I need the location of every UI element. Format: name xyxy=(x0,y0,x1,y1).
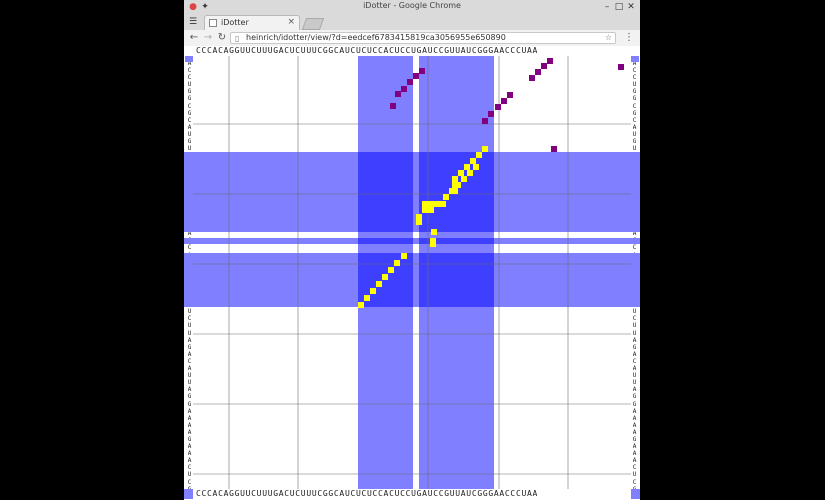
forward-button[interactable]: → xyxy=(203,32,213,43)
match-dot xyxy=(443,194,449,200)
match-dot xyxy=(473,164,479,170)
address-bar[interactable]: ▯ heinrich/idotter/view/?d=eedcef6783415… xyxy=(230,32,616,44)
page-icon: ▯ xyxy=(235,34,240,43)
match-dot-secondary xyxy=(547,58,553,64)
match-dot xyxy=(430,238,436,244)
match-dot xyxy=(434,201,440,207)
match-dot-secondary xyxy=(407,79,413,85)
match-dot xyxy=(422,207,428,213)
match-dot-secondary xyxy=(413,73,419,79)
right-sequence-marker xyxy=(631,56,639,62)
match-dot xyxy=(428,207,434,213)
tab-idotter[interactable]: iDotter × xyxy=(204,15,300,30)
match-dot xyxy=(370,288,376,294)
match-dot xyxy=(431,229,437,235)
match-dot xyxy=(401,253,407,259)
match-dot xyxy=(394,260,400,266)
match-dot xyxy=(464,164,470,170)
match-dot xyxy=(461,176,467,182)
match-dot xyxy=(428,201,434,207)
match-dot xyxy=(416,219,422,225)
title-bar: ● ✦ iDotter - Google Chrome – □ ✕ xyxy=(184,0,640,14)
match-dot xyxy=(376,281,382,287)
match-dot xyxy=(458,170,464,176)
match-dot-secondary xyxy=(541,63,547,69)
match-dot xyxy=(364,295,370,301)
match-dot xyxy=(416,214,422,220)
match-dot xyxy=(440,201,446,207)
match-dot xyxy=(470,158,476,164)
match-dot-secondary xyxy=(551,146,557,152)
top-sequence: CCCACAGGUUCUUUGACUCUUUCGGCAUCUCUCCACUCCU… xyxy=(196,46,539,55)
match-dot xyxy=(358,302,364,308)
reload-button[interactable]: ↻ xyxy=(217,32,227,43)
match-dot-secondary xyxy=(501,98,507,104)
url-text[interactable]: heinrich/idotter/view/?d=eedcef678341581… xyxy=(246,33,506,42)
corner-marker-right xyxy=(631,489,640,499)
window-title: iDotter - Google Chrome xyxy=(363,1,461,10)
dotplot-view[interactable]: CCCACAGGUUCUUUGACUCUUUCGGCAUCUCUCCACUCCU… xyxy=(184,46,640,500)
tab-label: iDotter xyxy=(221,18,249,27)
match-dot xyxy=(388,267,394,273)
match-dot xyxy=(422,201,428,207)
apps-icon[interactable]: ☰ xyxy=(188,17,198,27)
back-button[interactable]: ← xyxy=(189,32,199,43)
maximize-button[interactable]: □ xyxy=(614,2,624,12)
match-dot-secondary xyxy=(390,103,396,109)
match-dot-secondary xyxy=(507,92,513,98)
match-dot-secondary xyxy=(395,91,401,97)
close-tab-button[interactable]: × xyxy=(287,17,295,27)
browser-window: ● ✦ iDotter - Google Chrome – □ ✕ ☰ iDot… xyxy=(184,0,640,500)
match-dot-secondary xyxy=(495,104,501,110)
browser-menu-button[interactable]: ⋮ xyxy=(624,32,634,43)
match-dot xyxy=(382,274,388,280)
dotplot-canvas[interactable] xyxy=(184,46,640,500)
left-sequence-marker xyxy=(185,56,193,62)
match-dot-secondary xyxy=(488,111,494,117)
corner-marker-left xyxy=(184,489,193,499)
match-dot xyxy=(449,188,455,194)
match-dot xyxy=(455,182,461,188)
navigation-bar: ← → ↻ ▯ heinrich/idotter/view/?d=eedcef6… xyxy=(184,30,640,47)
highlight-overlap xyxy=(419,253,494,307)
minimize-button[interactable]: – xyxy=(604,2,610,12)
match-dot xyxy=(452,176,458,182)
match-dot xyxy=(476,152,482,158)
new-tab-button[interactable] xyxy=(301,18,325,30)
match-dot-secondary xyxy=(419,68,425,74)
bottom-sequence: CCCACAGGUUCUUUGACUCUUUCGGCAUCUCUCCACUCCU… xyxy=(196,489,539,498)
match-dot xyxy=(482,146,488,152)
match-dot-secondary xyxy=(401,86,407,92)
highlight-overlap xyxy=(419,238,494,244)
match-dot-secondary xyxy=(529,75,535,81)
match-dot-secondary xyxy=(535,69,541,75)
match-dot-secondary xyxy=(482,118,488,124)
chrome-logo-icon: ● xyxy=(189,2,197,12)
highlight-overlap xyxy=(358,152,413,232)
match-dot-secondary xyxy=(618,64,624,70)
pin-icon[interactable]: ✦ xyxy=(201,2,209,12)
bookmark-star-icon[interactable]: ☆ xyxy=(604,33,612,42)
match-dot xyxy=(467,170,473,176)
highlight-overlap xyxy=(358,238,413,244)
close-window-button[interactable]: ✕ xyxy=(627,2,635,12)
page-favicon-icon xyxy=(209,19,217,27)
tab-bar: ☰ iDotter × xyxy=(184,14,640,30)
